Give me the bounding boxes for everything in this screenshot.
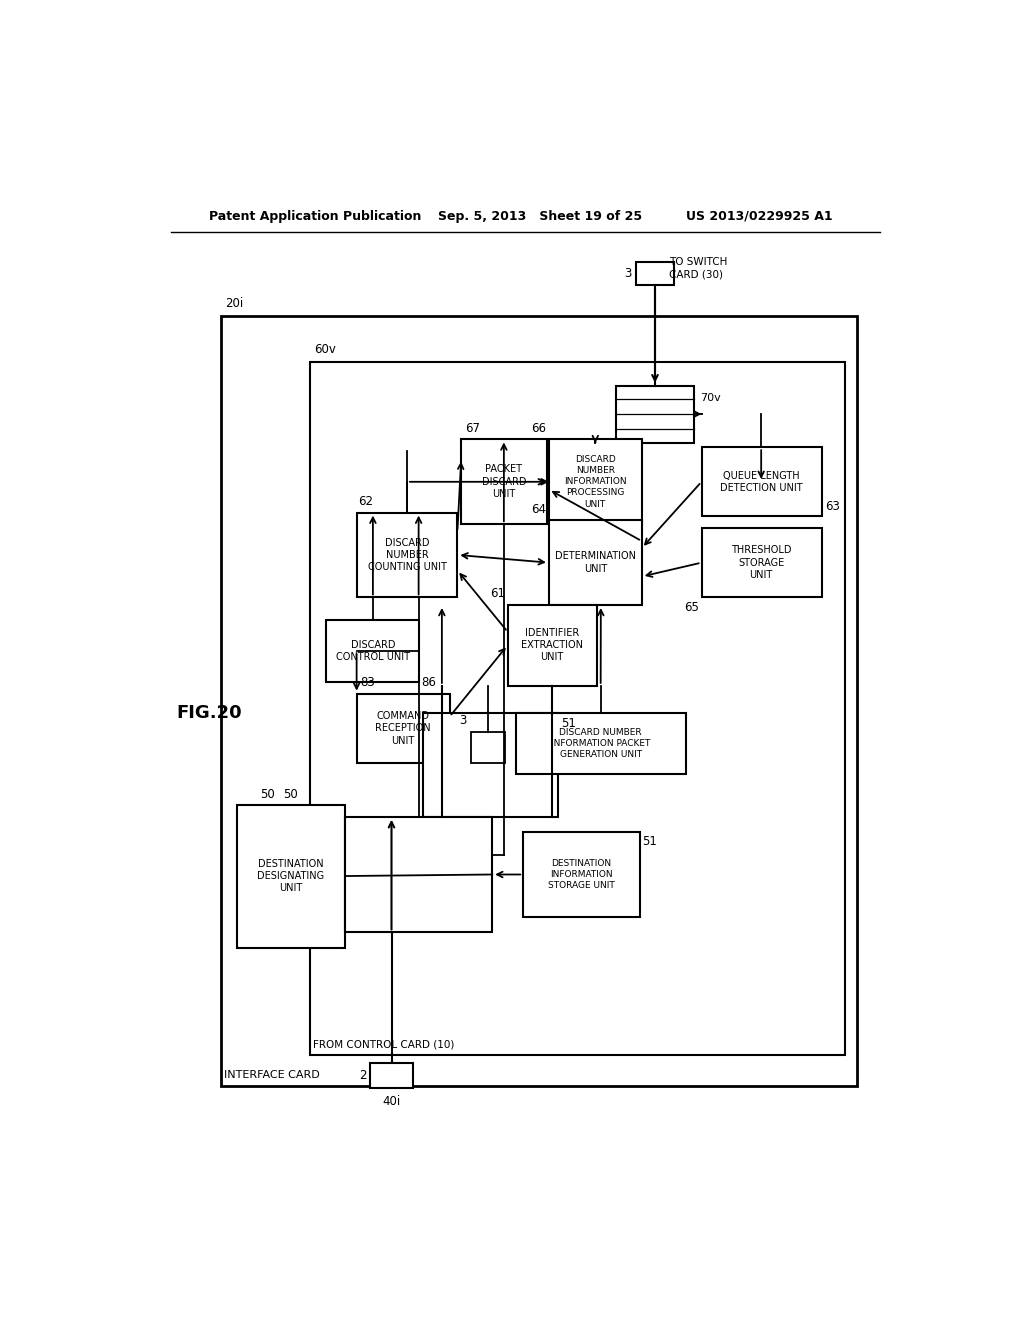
Bar bbox=[310, 363, 845, 1056]
Text: DESTINATION
DESIGNATING
UNIT: DESTINATION DESIGNATING UNIT bbox=[257, 858, 325, 894]
Text: 2: 2 bbox=[359, 1069, 367, 1082]
Text: 3: 3 bbox=[625, 268, 632, 280]
Text: 66: 66 bbox=[531, 422, 547, 434]
Text: DETERMINATION
UNIT: DETERMINATION UNIT bbox=[555, 552, 636, 574]
Bar bbox=[523, 832, 640, 917]
Text: 50: 50 bbox=[284, 788, 298, 800]
Bar bbox=[221, 317, 856, 1086]
Text: FROM CONTROL CARD (10): FROM CONTROL CARD (10) bbox=[313, 1039, 455, 1049]
Text: 3: 3 bbox=[460, 714, 467, 727]
Text: 60v: 60v bbox=[314, 343, 336, 356]
Text: 67: 67 bbox=[465, 422, 480, 434]
Bar bbox=[515, 713, 686, 775]
Bar bbox=[461, 440, 547, 524]
Bar bbox=[370, 1063, 414, 1088]
Text: FIG.20: FIG.20 bbox=[176, 704, 242, 722]
Text: Sep. 5, 2013   Sheet 19 of 25: Sep. 5, 2013 Sheet 19 of 25 bbox=[438, 210, 642, 223]
Text: Patent Application Publication: Patent Application Publication bbox=[209, 210, 422, 223]
Text: 64: 64 bbox=[531, 503, 547, 516]
Text: 83: 83 bbox=[360, 676, 375, 689]
Bar bbox=[701, 447, 821, 516]
Bar bbox=[549, 520, 642, 605]
Bar bbox=[471, 733, 506, 763]
Text: 70v: 70v bbox=[700, 393, 721, 403]
Text: 51: 51 bbox=[561, 718, 577, 730]
Text: 61: 61 bbox=[490, 587, 506, 601]
Text: 51: 51 bbox=[643, 836, 657, 849]
Text: DISCARD
NUMBER
COUNTING UNIT: DISCARD NUMBER COUNTING UNIT bbox=[368, 537, 446, 573]
Text: 62: 62 bbox=[358, 495, 373, 508]
Bar bbox=[237, 805, 345, 948]
Bar bbox=[327, 620, 420, 682]
Bar bbox=[423, 713, 558, 817]
Text: TO SWITCH
CARD (30): TO SWITCH CARD (30) bbox=[669, 257, 727, 280]
Bar bbox=[701, 528, 821, 597]
Text: COMMAND
RECEPTION
UNIT: COMMAND RECEPTION UNIT bbox=[376, 710, 431, 746]
Text: THRESHOLD
STORAGE
UNIT: THRESHOLD STORAGE UNIT bbox=[731, 545, 792, 579]
Text: INTERFACE CARD: INTERFACE CARD bbox=[224, 1071, 319, 1080]
Text: 50: 50 bbox=[260, 788, 275, 800]
Text: 63: 63 bbox=[824, 499, 840, 512]
Bar bbox=[549, 440, 642, 524]
Text: DISCARD
NUMBER
INFORMATION
PROCESSING
UNIT: DISCARD NUMBER INFORMATION PROCESSING UN… bbox=[564, 455, 627, 508]
Text: PACKET
DISCARD
UNIT: PACKET DISCARD UNIT bbox=[481, 465, 526, 499]
Text: 40i: 40i bbox=[382, 1096, 400, 1109]
Text: QUEUE LENGTH
DETECTION UNIT: QUEUE LENGTH DETECTION UNIT bbox=[720, 471, 803, 492]
Text: IDENTIFIER
EXTRACTION
UNIT: IDENTIFIER EXTRACTION UNIT bbox=[521, 627, 583, 663]
Bar bbox=[636, 263, 675, 285]
Text: DISCARD NUMBER
INFORMATION PACKET
GENERATION UNIT: DISCARD NUMBER INFORMATION PACKET GENERA… bbox=[551, 729, 650, 759]
Bar bbox=[356, 693, 450, 763]
Text: 86: 86 bbox=[422, 676, 436, 689]
Bar bbox=[508, 605, 597, 686]
Text: 65: 65 bbox=[684, 601, 699, 614]
Text: 20i: 20i bbox=[225, 297, 243, 310]
Bar bbox=[345, 817, 493, 932]
Bar bbox=[616, 385, 693, 444]
Text: US 2013/0229925 A1: US 2013/0229925 A1 bbox=[686, 210, 833, 223]
Bar bbox=[356, 512, 458, 597]
Text: DESTINATION
INFORMATION
STORAGE UNIT: DESTINATION INFORMATION STORAGE UNIT bbox=[548, 859, 614, 890]
Text: DISCARD
CONTROL UNIT: DISCARD CONTROL UNIT bbox=[336, 640, 410, 663]
